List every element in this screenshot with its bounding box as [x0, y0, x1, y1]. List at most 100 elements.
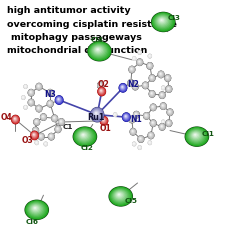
Circle shape [42, 116, 43, 117]
Circle shape [90, 108, 103, 121]
Circle shape [122, 112, 130, 122]
Circle shape [47, 89, 53, 96]
Circle shape [35, 141, 38, 144]
Circle shape [100, 90, 101, 92]
Circle shape [129, 67, 133, 71]
Circle shape [159, 73, 161, 75]
Ellipse shape [73, 127, 96, 146]
Circle shape [36, 106, 40, 111]
Circle shape [130, 68, 132, 71]
Circle shape [23, 84, 27, 89]
Circle shape [138, 61, 140, 63]
Ellipse shape [110, 188, 129, 204]
Circle shape [166, 109, 172, 115]
Circle shape [28, 99, 34, 106]
Circle shape [166, 86, 170, 91]
Circle shape [149, 120, 155, 126]
Circle shape [51, 115, 57, 122]
Circle shape [28, 89, 34, 96]
Circle shape [168, 111, 169, 112]
Circle shape [28, 89, 34, 96]
Circle shape [99, 84, 101, 86]
Circle shape [168, 111, 169, 112]
Circle shape [130, 68, 131, 69]
Ellipse shape [184, 127, 208, 146]
Circle shape [139, 138, 140, 139]
Circle shape [23, 84, 28, 89]
Circle shape [40, 135, 41, 137]
Text: N3: N3 [44, 90, 56, 99]
Circle shape [99, 89, 103, 93]
Text: O4: O4 [1, 113, 13, 122]
Circle shape [35, 120, 38, 123]
Circle shape [143, 113, 148, 119]
Circle shape [91, 108, 102, 120]
Circle shape [130, 129, 134, 134]
Circle shape [14, 118, 15, 119]
Circle shape [132, 142, 135, 145]
Circle shape [148, 141, 150, 144]
Circle shape [161, 105, 163, 106]
Circle shape [49, 102, 51, 104]
Circle shape [160, 94, 162, 95]
Circle shape [161, 86, 163, 89]
Circle shape [160, 94, 161, 95]
Circle shape [98, 88, 104, 94]
Circle shape [130, 129, 135, 134]
Circle shape [134, 85, 135, 86]
Circle shape [164, 85, 172, 93]
Circle shape [46, 89, 54, 97]
Circle shape [147, 141, 151, 145]
Ellipse shape [72, 126, 97, 147]
Circle shape [138, 51, 139, 52]
Circle shape [161, 120, 164, 124]
Circle shape [165, 76, 168, 79]
Circle shape [14, 117, 16, 120]
Ellipse shape [96, 48, 99, 50]
Circle shape [130, 118, 131, 120]
Circle shape [31, 132, 37, 138]
Circle shape [147, 132, 154, 139]
Circle shape [159, 102, 166, 110]
Circle shape [123, 114, 128, 120]
Circle shape [149, 103, 156, 111]
Text: Cl6: Cl6 [26, 219, 38, 224]
Circle shape [92, 110, 100, 118]
Circle shape [132, 83, 137, 89]
Circle shape [32, 127, 39, 134]
Circle shape [137, 50, 141, 54]
Circle shape [166, 121, 169, 124]
Circle shape [93, 110, 99, 118]
Circle shape [101, 118, 106, 123]
Circle shape [27, 99, 35, 106]
Circle shape [42, 115, 44, 118]
Circle shape [55, 96, 63, 104]
Circle shape [29, 101, 32, 103]
Circle shape [47, 101, 52, 106]
Circle shape [37, 85, 39, 87]
Circle shape [149, 91, 154, 96]
Circle shape [34, 119, 39, 124]
Circle shape [139, 137, 141, 140]
Circle shape [150, 121, 154, 125]
Circle shape [39, 135, 42, 138]
Circle shape [129, 67, 133, 71]
Circle shape [39, 134, 42, 138]
Circle shape [97, 87, 106, 96]
Circle shape [147, 132, 154, 139]
Circle shape [119, 84, 126, 91]
Circle shape [135, 113, 136, 115]
Circle shape [158, 71, 163, 77]
Circle shape [160, 125, 163, 128]
Circle shape [123, 114, 128, 119]
Circle shape [122, 113, 130, 121]
Circle shape [124, 115, 127, 118]
Circle shape [40, 135, 42, 137]
Ellipse shape [75, 128, 93, 144]
Circle shape [129, 81, 131, 83]
Ellipse shape [155, 15, 169, 27]
Ellipse shape [81, 133, 85, 137]
Circle shape [98, 82, 102, 88]
Circle shape [122, 113, 129, 121]
Ellipse shape [159, 18, 163, 22]
